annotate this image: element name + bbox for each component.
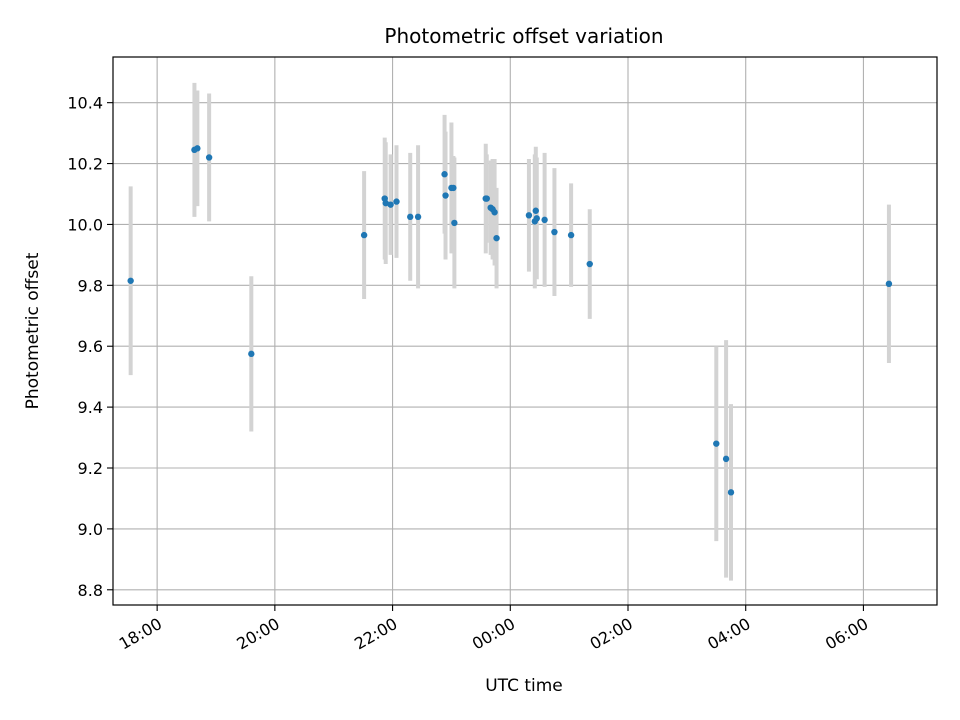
data-point [127,277,134,284]
data-points [127,145,893,496]
data-point [248,350,255,358]
data-point [722,455,730,463]
data-point [442,192,449,199]
data-point [727,489,735,496]
plot-area-frame [112,56,938,606]
y-tick-label: 10.2 [67,155,103,174]
y-tick-label: 10.0 [67,215,103,234]
y-tick-label: 9.0 [78,520,103,539]
data-point [387,201,394,208]
data-point [532,207,539,214]
data-point [541,216,548,224]
chart-title: Photometric offset variation [384,24,663,48]
data-point [533,215,540,222]
data-point [493,234,500,242]
y-tick-label: 8.8 [78,581,103,600]
y-tick-label: 9.8 [78,276,103,295]
data-point [360,231,368,239]
data-point [885,280,893,288]
y-axis-title: Photometric offset [23,252,43,409]
data-point [491,209,498,216]
data-point [382,199,389,207]
y-axis-ticks: 8.8 9.0 9.2 9.4 9.6 9.8 10.0 10.2 10.4 [67,94,113,600]
data-point [483,195,490,202]
data-point [194,145,201,152]
data-point [586,260,593,268]
x-axis-title: UTC time [485,676,563,696]
data-point [713,440,720,447]
data-point [393,198,400,205]
data-point [451,219,458,227]
data-point [407,213,414,221]
y-tick-label: 9.6 [78,337,103,356]
data-point [414,213,422,221]
data-point [450,184,457,192]
data-point [525,212,533,219]
y-tick-label: 9.4 [78,398,103,417]
data-point [551,228,558,236]
data-point [205,154,213,161]
y-tick-label: 9.2 [78,459,103,478]
y-tick-label: 10.4 [67,94,103,113]
data-point [441,171,448,178]
data-point [567,231,575,239]
